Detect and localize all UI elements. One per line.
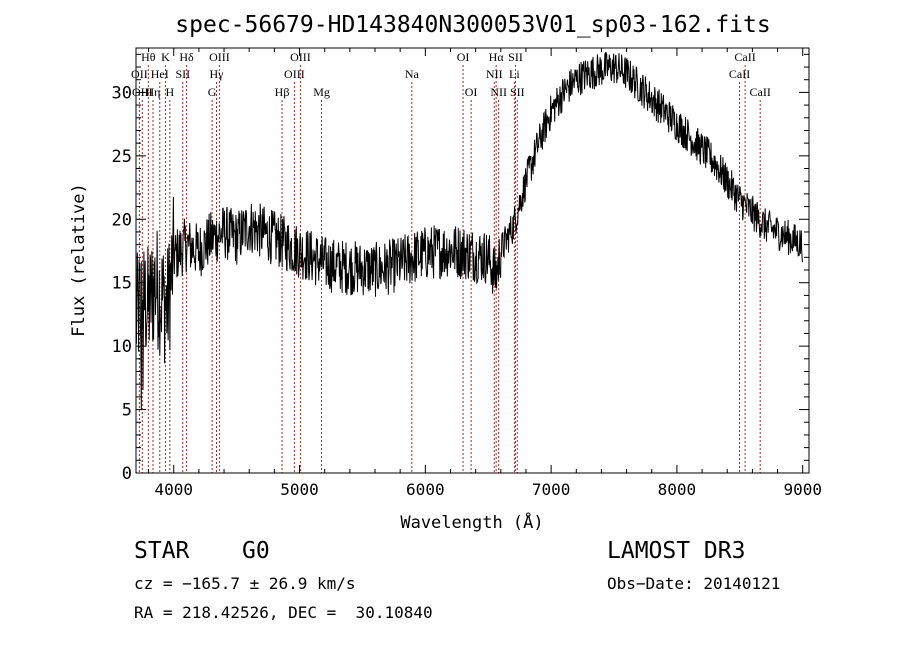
object-class: STAR — [134, 538, 190, 564]
y-tick-label: 30 — [112, 83, 132, 103]
plot-frame — [135, 47, 810, 474]
y-tick-label: 20 — [112, 210, 132, 230]
x-tick-label: 4000 — [154, 480, 193, 499]
line-marker-label: SII — [175, 67, 190, 81]
line-marker-label: OIII — [209, 50, 230, 64]
y-tick-label: 10 — [112, 337, 132, 357]
line-marker-label: H — [166, 85, 175, 99]
line-marker-label: OII — [131, 67, 148, 81]
line-marker-label: CaII — [734, 50, 755, 64]
line-marker-label: CaII — [729, 67, 750, 81]
line-marker-label: OIII — [290, 50, 311, 64]
survey-name: LAMOST DR3 — [607, 538, 746, 564]
line-marker-label: Hγ — [210, 67, 225, 81]
line-marker-label: NII — [490, 85, 507, 99]
line-marker-label: OI — [465, 85, 478, 99]
spectrum-line — [135, 51, 804, 410]
observation-date: Obs−Date: 20140121 — [607, 574, 781, 593]
line-marker-label: Hη — [146, 85, 161, 99]
line-marker-label: SII — [510, 85, 525, 99]
object-subclass: G0 — [242, 538, 270, 564]
line-marker-label: SII — [508, 50, 523, 64]
line-marker-label: OIII — [284, 67, 305, 81]
line-marker-label: Na — [405, 67, 420, 81]
line-marker-label: Mg — [313, 85, 330, 99]
line-marker-label: NII — [486, 67, 503, 81]
line-marker-label: Hβ — [275, 85, 290, 99]
line-marker-label: Hα — [489, 50, 505, 64]
line-marker-label: CaII — [750, 85, 771, 99]
line-marker-label: OI — [457, 50, 470, 64]
sky-coordinates: RA = 218.42526, DEC = 30.10840 — [134, 603, 433, 622]
line-marker-label: Hδ — [179, 50, 194, 64]
axis-ticks: 4000 5000 6000 7000 8000 9000 0 5 10 15 20 25 30 — [112, 48, 822, 499]
x-tick-label: 9000 — [783, 480, 822, 499]
y-axis-label: Flux (relative) — [69, 183, 89, 337]
y-tick-label: 5 — [122, 401, 132, 421]
x-tick-label: 7000 — [532, 480, 571, 499]
line-marker-label: HeI — [151, 67, 169, 81]
line-marker-label: G — [208, 85, 217, 99]
x-axis-label: Wavelength (Å) — [400, 511, 543, 533]
line-marker-label: Li — [509, 67, 520, 81]
y-tick-label: 15 — [112, 274, 132, 294]
y-tick-label: 0 — [122, 464, 132, 484]
line-marker-label: Hθ — [141, 50, 156, 64]
x-tick-label: 5000 — [280, 480, 319, 499]
y-tick-label: 25 — [112, 147, 132, 167]
redshift-readout: cz = −165.7 ± 26.9 km/s — [134, 574, 356, 593]
x-tick-label: 6000 — [406, 480, 445, 499]
line-marker-label: K — [161, 50, 170, 64]
chart-title: spec-56679-HD143840N300053V01_sp03-162.f… — [175, 12, 770, 38]
x-tick-label: 8000 — [658, 480, 697, 499]
